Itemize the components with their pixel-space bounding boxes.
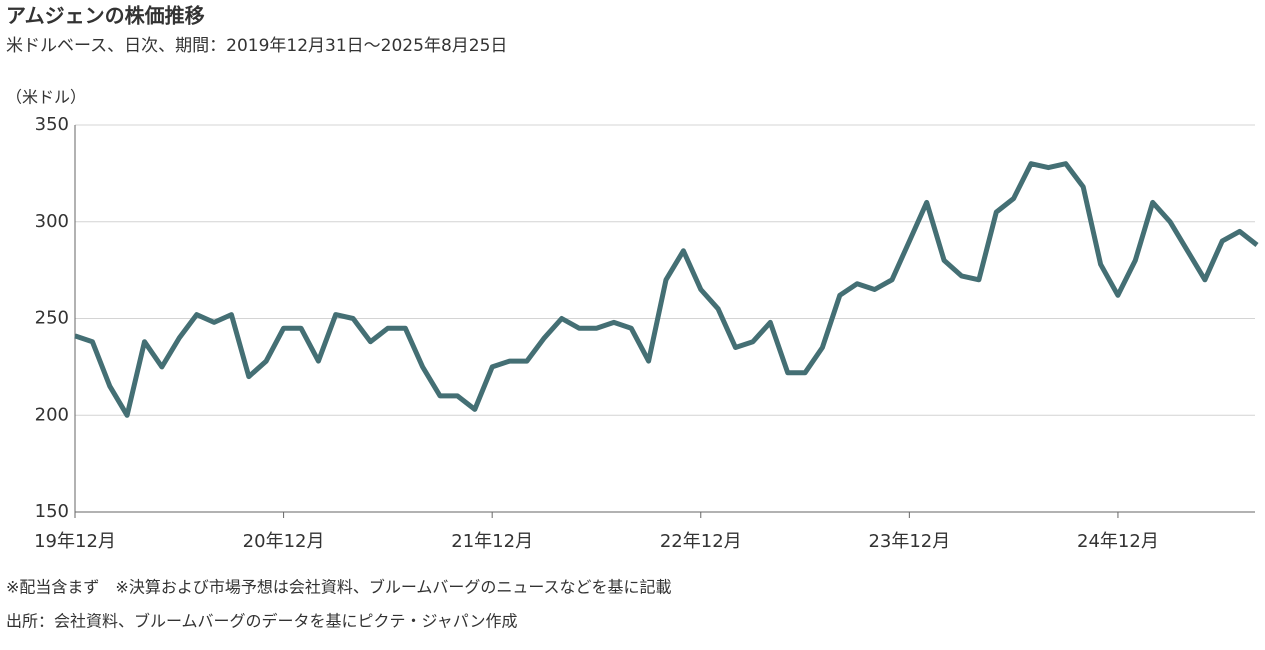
- chart-subtitle: 米ドルベース、日次、期間：2019年12月31日～2025年8月25日: [6, 36, 507, 56]
- y-tick-label: 250: [35, 308, 69, 329]
- x-tick-label: 20年12月: [243, 531, 325, 552]
- chart-title: アムジェンの株価推移: [6, 4, 205, 28]
- y-axis-label: （米ドル）: [6, 88, 86, 107]
- price-line: [74, 161, 1259, 418]
- y-tick-label: 300: [35, 211, 69, 232]
- x-tick-label: 24年12月: [1077, 531, 1159, 552]
- source: 出所：会社資料、ブルームバーグのデータを基にピクテ・ジャパン作成: [6, 612, 518, 631]
- note: ※配当含まず ※決算および市場予想は会社資料、ブルームバーグのニュースなどを基に…: [6, 578, 672, 597]
- x-tick-label: 23年12月: [868, 531, 950, 552]
- y-tick-label: 350: [35, 114, 69, 135]
- x-tick-label: 19年12月: [34, 531, 116, 552]
- y-tick-label: 150: [35, 501, 69, 522]
- x-tick-label: 21年12月: [451, 531, 533, 552]
- y-tick-label: 200: [35, 404, 69, 425]
- x-tick-label: 22年12月: [660, 531, 742, 552]
